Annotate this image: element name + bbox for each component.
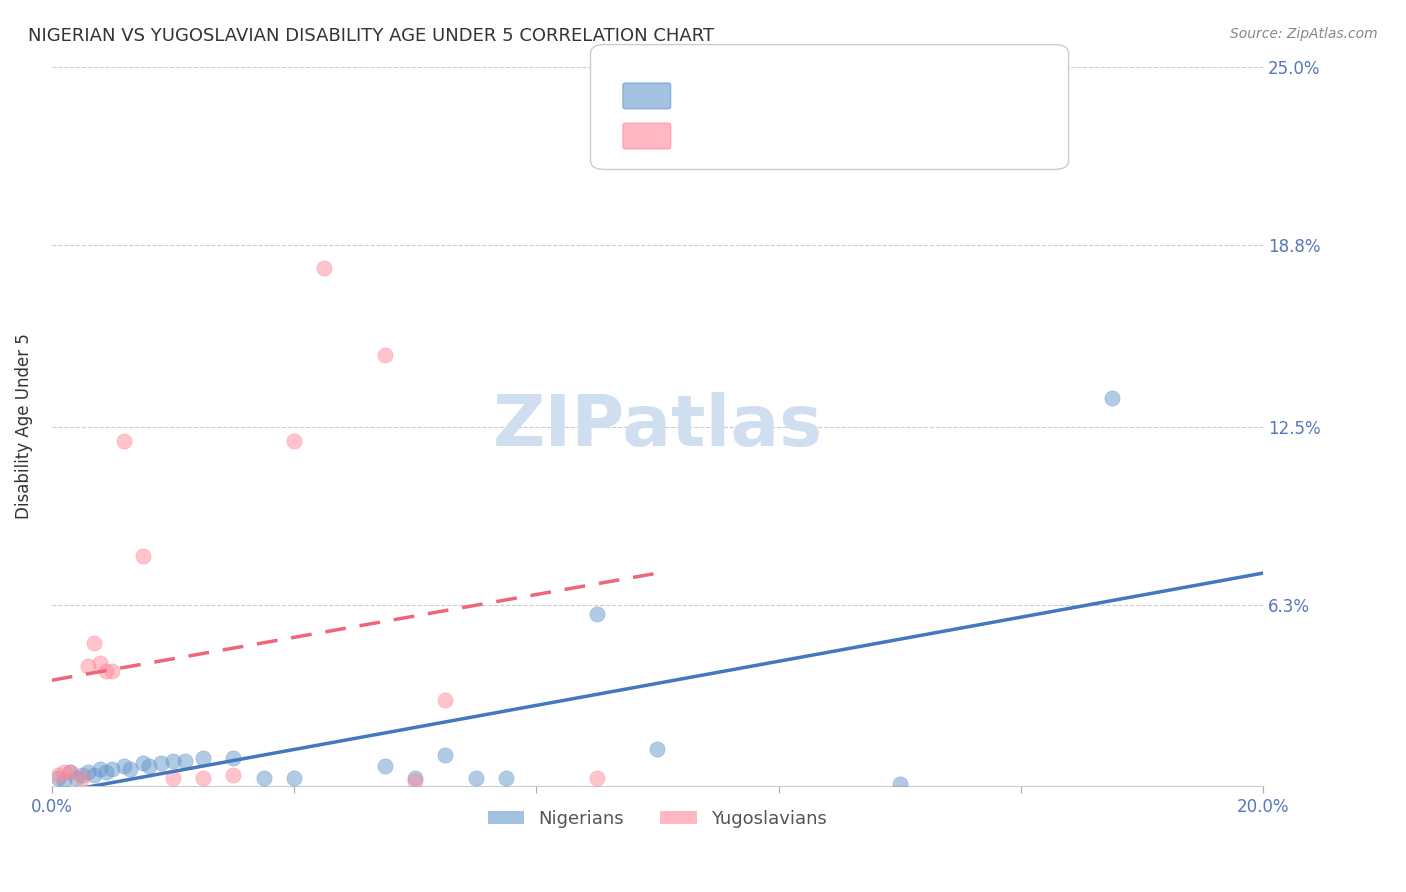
Point bbox=[434, 747, 457, 762]
Point bbox=[374, 759, 396, 773]
Point bbox=[586, 771, 609, 785]
Point bbox=[131, 549, 153, 563]
Point bbox=[647, 742, 669, 756]
Point bbox=[59, 765, 82, 780]
Text: ZIPatlas: ZIPatlas bbox=[492, 392, 823, 461]
Point bbox=[77, 658, 100, 673]
Text: NIGERIAN VS YUGOSLAVIAN DISABILITY AGE UNDER 5 CORRELATION CHART: NIGERIAN VS YUGOSLAVIAN DISABILITY AGE U… bbox=[28, 27, 714, 45]
Point bbox=[193, 771, 215, 785]
Text: N = 30: N = 30 bbox=[893, 85, 955, 103]
Point bbox=[46, 771, 69, 785]
Point bbox=[222, 750, 245, 764]
Point bbox=[174, 754, 197, 768]
Point bbox=[83, 768, 105, 782]
Point bbox=[138, 759, 160, 773]
Point bbox=[70, 771, 93, 785]
Point bbox=[586, 607, 609, 621]
Text: Source: ZipAtlas.com: Source: ZipAtlas.com bbox=[1230, 27, 1378, 41]
Text: R = 0.411: R = 0.411 bbox=[682, 123, 765, 141]
Point bbox=[96, 765, 118, 780]
Point bbox=[46, 768, 69, 782]
Point bbox=[283, 771, 305, 785]
Point bbox=[70, 768, 93, 782]
Text: N = 20: N = 20 bbox=[893, 123, 955, 141]
Point bbox=[89, 762, 111, 776]
Point bbox=[162, 754, 184, 768]
Point bbox=[114, 434, 136, 448]
Point bbox=[96, 665, 118, 679]
Point bbox=[889, 776, 911, 790]
Legend: Nigerians, Yugoslavians: Nigerians, Yugoslavians bbox=[481, 803, 834, 835]
Point bbox=[52, 765, 75, 780]
Point bbox=[101, 762, 124, 776]
Point bbox=[434, 693, 457, 707]
Point bbox=[222, 768, 245, 782]
Point bbox=[114, 759, 136, 773]
Point bbox=[464, 771, 486, 785]
Point bbox=[101, 665, 124, 679]
Point bbox=[65, 771, 87, 785]
Point bbox=[52, 773, 75, 788]
Y-axis label: Disability Age Under 5: Disability Age Under 5 bbox=[15, 334, 32, 519]
Point bbox=[83, 635, 105, 649]
Point bbox=[314, 261, 336, 276]
Point bbox=[89, 656, 111, 670]
Point bbox=[1101, 391, 1123, 405]
Point bbox=[131, 756, 153, 771]
Point bbox=[193, 750, 215, 764]
Point bbox=[59, 765, 82, 780]
Point bbox=[404, 773, 426, 788]
Point bbox=[283, 434, 305, 448]
Point bbox=[77, 765, 100, 780]
Point bbox=[149, 756, 172, 771]
Point bbox=[253, 771, 276, 785]
Point bbox=[495, 771, 517, 785]
Point bbox=[162, 771, 184, 785]
Text: R = 0.771: R = 0.771 bbox=[682, 85, 765, 103]
Point bbox=[120, 762, 142, 776]
Point bbox=[404, 771, 426, 785]
Point bbox=[374, 347, 396, 361]
